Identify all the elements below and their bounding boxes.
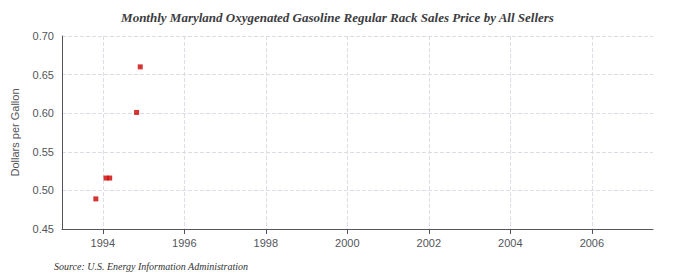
svg-text:Monthly Maryland Oxygenated Ga: Monthly Maryland Oxygenated Gasoline Reg… xyxy=(120,10,554,25)
svg-text:Source: U.S. Energy Informatio: Source: U.S. Energy Information Administ… xyxy=(54,261,248,272)
svg-text:1998: 1998 xyxy=(254,237,278,249)
svg-text:Dollars per Gallon: Dollars per Gallon xyxy=(9,88,21,176)
svg-text:1996: 1996 xyxy=(172,237,196,249)
svg-text:0.60: 0.60 xyxy=(33,107,54,119)
svg-text:0.70: 0.70 xyxy=(33,30,54,42)
svg-text:2004: 2004 xyxy=(498,237,522,249)
svg-text:0.55: 0.55 xyxy=(33,146,54,158)
svg-text:0.50: 0.50 xyxy=(33,184,54,196)
svg-text:1994: 1994 xyxy=(91,237,115,249)
svg-text:2000: 2000 xyxy=(335,237,359,249)
svg-text:0.45: 0.45 xyxy=(33,223,54,235)
svg-text:2002: 2002 xyxy=(417,237,441,249)
svg-text:2006: 2006 xyxy=(580,237,604,249)
svg-text:0.65: 0.65 xyxy=(33,69,54,81)
